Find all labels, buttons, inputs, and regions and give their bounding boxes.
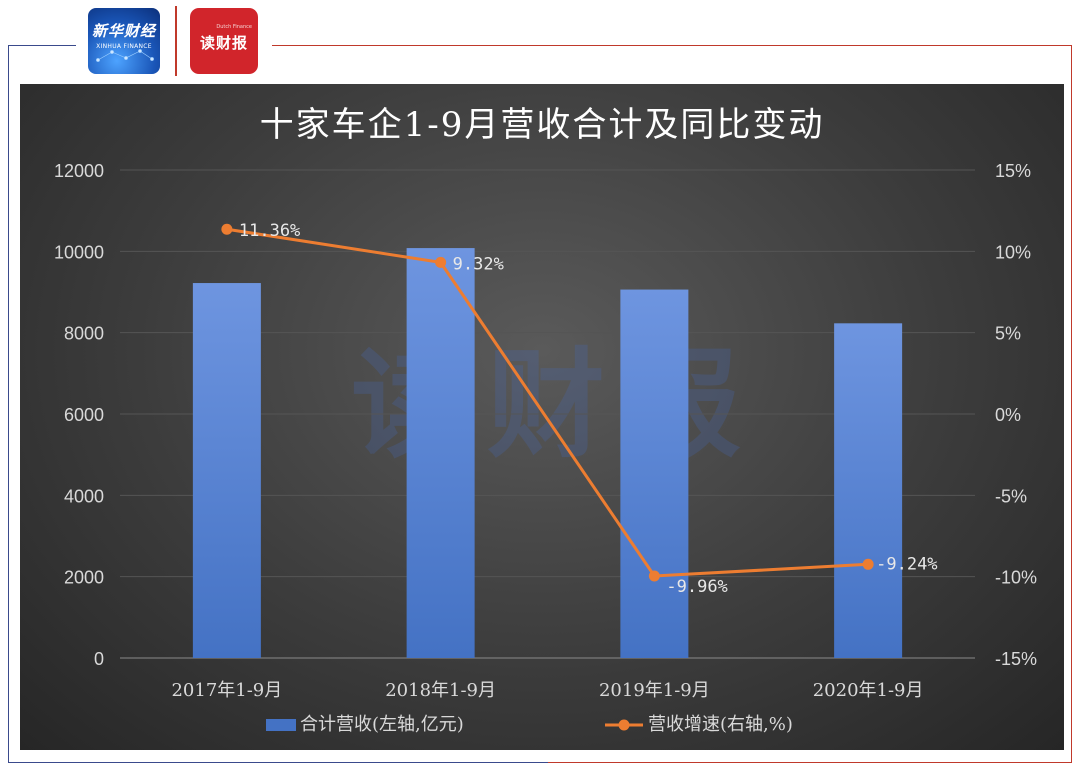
left-axis-tick-label: 6000 xyxy=(64,405,104,425)
frame-border-top-left xyxy=(8,45,76,46)
frame-border-left xyxy=(8,45,9,763)
left-axis-tick-label: 8000 xyxy=(64,324,104,344)
frame-border-bottom-left xyxy=(8,762,548,763)
frame-border-right xyxy=(1071,45,1072,763)
category-label: 2020年1-9月 xyxy=(813,680,924,701)
growth-data-label: 11.36% xyxy=(239,221,300,241)
frame-border-bottom-right xyxy=(548,762,1072,763)
growth-data-label: -9.24% xyxy=(876,554,937,574)
left-axis-tick-label: 10000 xyxy=(54,242,104,262)
legend-line-marker xyxy=(618,719,630,731)
dcj-logo-text: 读财报 xyxy=(199,34,248,52)
growth-data-label: 9.32% xyxy=(453,254,504,274)
xinhua-logo-subtext: XINHUA FINANCE xyxy=(96,43,152,50)
right-axis-tick-label: 5% xyxy=(995,324,1021,344)
combo-chart: 十家车企1-9月营收合计及同比变动 0 2000 4000 6000 8000 10000 1… xyxy=(54,105,1037,735)
category-label: 2018年1-9月 xyxy=(385,680,496,701)
right-axis-tick-label: -15% xyxy=(995,649,1037,669)
right-axis-tick-label: -10% xyxy=(995,568,1037,588)
left-axis-tick-label: 4000 xyxy=(64,486,104,506)
growth-point-1 xyxy=(221,223,233,235)
bar-2 xyxy=(406,248,475,658)
legend-line-label: 营收增速(右轴,%) xyxy=(648,714,793,735)
bar-1 xyxy=(192,283,261,658)
xinhua-logo-network-icon xyxy=(96,49,154,62)
category-label: 2017年1-9月 xyxy=(171,680,282,701)
right-axis-tick-label: 0% xyxy=(995,405,1021,425)
chart-panel: 读财报 十家车企1-9月营收合计及同比变动 0 2000 4000 6000 8000 10… xyxy=(20,84,1064,750)
chart-title: 十家车企1-9月营收合计及同比变动 xyxy=(260,105,825,145)
frame-border-top-right xyxy=(272,45,1072,46)
left-axis-tick-label: 2000 xyxy=(64,568,104,588)
dcj-logo: Dutch Finance 读财报 xyxy=(190,8,258,74)
legend-bar-label: 合计营收(左轴,亿元) xyxy=(300,714,464,735)
growth-line xyxy=(226,227,869,578)
left-axis-tick-label: 12000 xyxy=(54,161,104,181)
dcj-logo-subtext: Dutch Finance xyxy=(216,24,252,30)
xinhua-logo-text: 新华财经 xyxy=(91,22,156,40)
growth-data-label: -9.96% xyxy=(666,577,727,597)
growth-point-4 xyxy=(862,558,874,570)
bar-3 xyxy=(620,289,689,658)
growth-point-3 xyxy=(648,570,660,582)
bar-4 xyxy=(834,323,903,658)
left-axis-tick-label: 0 xyxy=(94,649,104,669)
growth-point-2 xyxy=(435,256,447,268)
right-axis-tick-label: 15% xyxy=(995,161,1031,181)
right-axis-tick-label: -5% xyxy=(995,486,1027,506)
xinhua-finance-logo: 新华财经 XINHUA FINANCE xyxy=(88,8,160,74)
logo-divider xyxy=(175,6,177,76)
right-axis-tick-label: 10% xyxy=(995,242,1031,262)
legend-bar-swatch xyxy=(266,719,296,731)
category-label: 2019年1-9月 xyxy=(599,680,710,701)
